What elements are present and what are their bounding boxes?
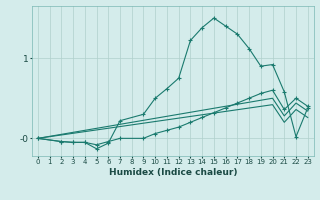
X-axis label: Humidex (Indice chaleur): Humidex (Indice chaleur) bbox=[108, 168, 237, 177]
